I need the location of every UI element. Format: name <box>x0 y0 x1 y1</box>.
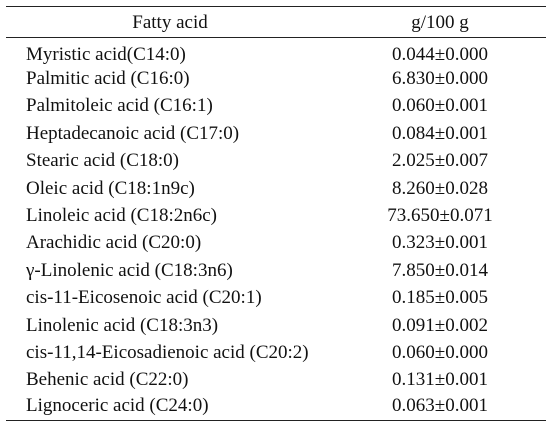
fatty-acid-value: 0.063±0.001 <box>334 393 546 422</box>
fatty-acid-value: 6.830±0.000 <box>392 68 488 90</box>
fatty-acid-table-container: Fatty acid g/100 g Myristic acid(C14:0) … <box>6 6 546 422</box>
table-row: cis-11,14-Eicosadienoic acid (C20:2) 0.0… <box>6 339 546 366</box>
fatty-acid-value: 0.060±0.000 <box>392 341 488 363</box>
table-row: Behenic acid (C22:0) 0.131±0.001 <box>6 366 546 393</box>
fatty-acid-value: 0.323±0.001 <box>392 232 488 254</box>
fatty-acid-name: Linoleic acid (C18:2n6c) <box>26 205 217 227</box>
fatty-acid-name: Behenic acid (C22:0) <box>26 369 189 391</box>
fatty-acid-name: Palmitoleic acid (C16:1) <box>26 95 213 117</box>
table-row: Stearic acid (C18:0) 2.025±0.007 <box>6 147 546 174</box>
table-row: Oleic acid (C18:1n9c) 8.260±0.028 <box>6 174 546 201</box>
table-row: Myristic acid(C14:0) 0.044±0.000 <box>6 38 546 65</box>
fatty-acid-name: Myristic acid(C14:0) <box>26 43 186 65</box>
fatty-acid-value: 0.044±0.000 <box>392 43 488 65</box>
fatty-acid-name: Linolenic acid (C18:3n3) <box>26 314 219 336</box>
table-row: cis-11-Eicosenoic acid (C20:1) 0.185±0.0… <box>6 284 546 311</box>
fatty-acid-value: 0.060±0.001 <box>392 95 488 117</box>
fatty-acid-name: Stearic acid (C18:0) <box>26 150 180 172</box>
table-row: Heptadecanoic acid (C17:0) 0.084±0.001 <box>6 120 546 147</box>
table-row: Linoleic acid (C18:2n6c) 73.650±0.071 <box>6 202 546 229</box>
fatty-acid-value: 0.131±0.001 <box>392 369 488 391</box>
fatty-acid-value: 2.025±0.007 <box>392 150 488 172</box>
fatty-acid-table: Fatty acid g/100 g Myristic acid(C14:0) … <box>6 6 546 422</box>
fatty-acid-value: 0.091±0.002 <box>392 314 488 336</box>
fatty-acid-value: 7.850±0.014 <box>392 259 488 281</box>
table-row: γ-Linolenic acid (C18:3n6) 7.850±0.014 <box>6 257 546 284</box>
fatty-acid-value: 0.185±0.005 <box>392 287 488 309</box>
fatty-acid-name: Arachidic acid (C20:0) <box>26 232 202 254</box>
fatty-acid-name: Lignoceric acid (C24:0) <box>6 393 334 422</box>
header-fatty-acid: Fatty acid <box>6 6 334 38</box>
fatty-acid-name: cis-11,14-Eicosadienoic acid (C20:2) <box>26 341 309 363</box>
table-body: Myristic acid(C14:0) 0.044±0.000 Palmiti… <box>6 38 546 422</box>
fatty-acid-name: γ-Linolenic acid (C18:3n6) <box>26 259 233 281</box>
fatty-acid-value: 0.084±0.001 <box>392 122 488 144</box>
table-row: Palmitoleic acid (C16:1) 0.060±0.001 <box>6 92 546 119</box>
header-row: Fatty acid g/100 g <box>6 6 546 38</box>
fatty-acid-name: Oleic acid (C18:1n9c) <box>26 177 195 199</box>
fatty-acid-name: Heptadecanoic acid (C17:0) <box>26 122 240 144</box>
fatty-acid-name: Palmitic acid (C16:0) <box>26 68 190 90</box>
table-row: Palmitic acid (C16:0) 6.830±0.000 <box>6 65 546 92</box>
fatty-acid-value: 8.260±0.028 <box>392 177 488 199</box>
table-row: Lignoceric acid (C24:0) 0.063±0.001 <box>6 393 546 422</box>
header-amount: g/100 g <box>334 6 546 38</box>
table-header: Fatty acid g/100 g <box>6 6 546 38</box>
table-row: Arachidic acid (C20:0) 0.323±0.001 <box>6 229 546 256</box>
table-row: Linolenic acid (C18:3n3) 0.091±0.002 <box>6 311 546 338</box>
fatty-acid-name: cis-11-Eicosenoic acid (C20:1) <box>26 287 262 309</box>
fatty-acid-value: 73.650±0.071 <box>387 205 493 227</box>
